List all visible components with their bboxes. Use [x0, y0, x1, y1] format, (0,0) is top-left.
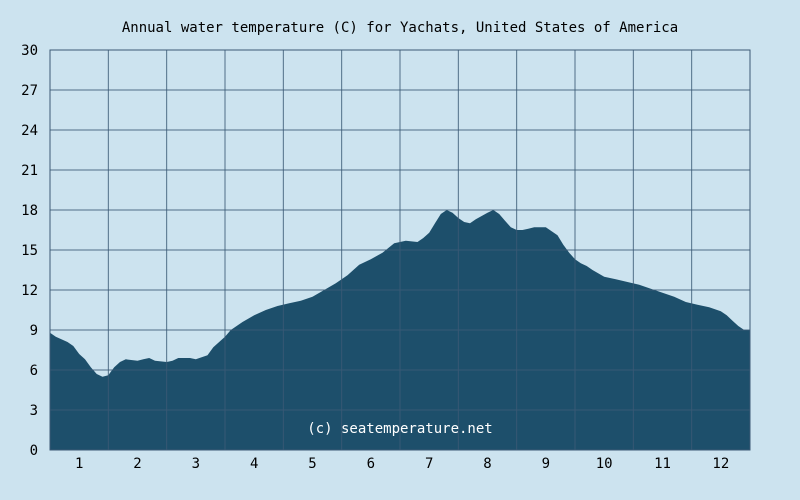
x-tick-label: 9: [542, 456, 550, 472]
y-tick-label: 18: [21, 203, 38, 219]
chart-title: Annual water temperature (C) for Yachats…: [122, 20, 678, 36]
y-axis: 0 3 6 9 12 15 18 21 24 27 30: [21, 43, 38, 459]
x-tick-label: 7: [425, 456, 433, 472]
x-tick-label: 10: [596, 456, 613, 472]
x-tick-label: 5: [308, 456, 316, 472]
y-tick-label: 27: [21, 83, 38, 99]
plot-area: [49, 49, 751, 451]
x-tick-label: 8: [483, 456, 491, 472]
y-tick-label: 12: [21, 283, 38, 299]
y-tick-label: 21: [21, 163, 38, 179]
x-tick-label: 2: [133, 456, 141, 472]
x-tick-label: 12: [712, 456, 729, 472]
y-tick-label: 30: [21, 43, 38, 59]
x-tick-label: 1: [75, 456, 83, 472]
x-tick-label: 6: [367, 456, 375, 472]
plot-frame: [49, 49, 751, 451]
y-tick-label: 15: [21, 243, 38, 259]
x-tick-label: 4: [250, 456, 258, 472]
x-tick-label: 11: [654, 456, 671, 472]
y-tick-label: 0: [30, 443, 38, 459]
y-tick-label: 6: [30, 363, 38, 379]
y-tick-label: 9: [30, 323, 38, 339]
y-tick-label: 24: [21, 123, 38, 139]
credit-label: (c) seatemperature.net: [307, 421, 492, 437]
x-tick-label: 3: [192, 456, 200, 472]
y-tick-label: 3: [30, 403, 38, 419]
x-axis: 1 2 3 4 5 6 7 8 9 10 11 12: [75, 456, 729, 472]
